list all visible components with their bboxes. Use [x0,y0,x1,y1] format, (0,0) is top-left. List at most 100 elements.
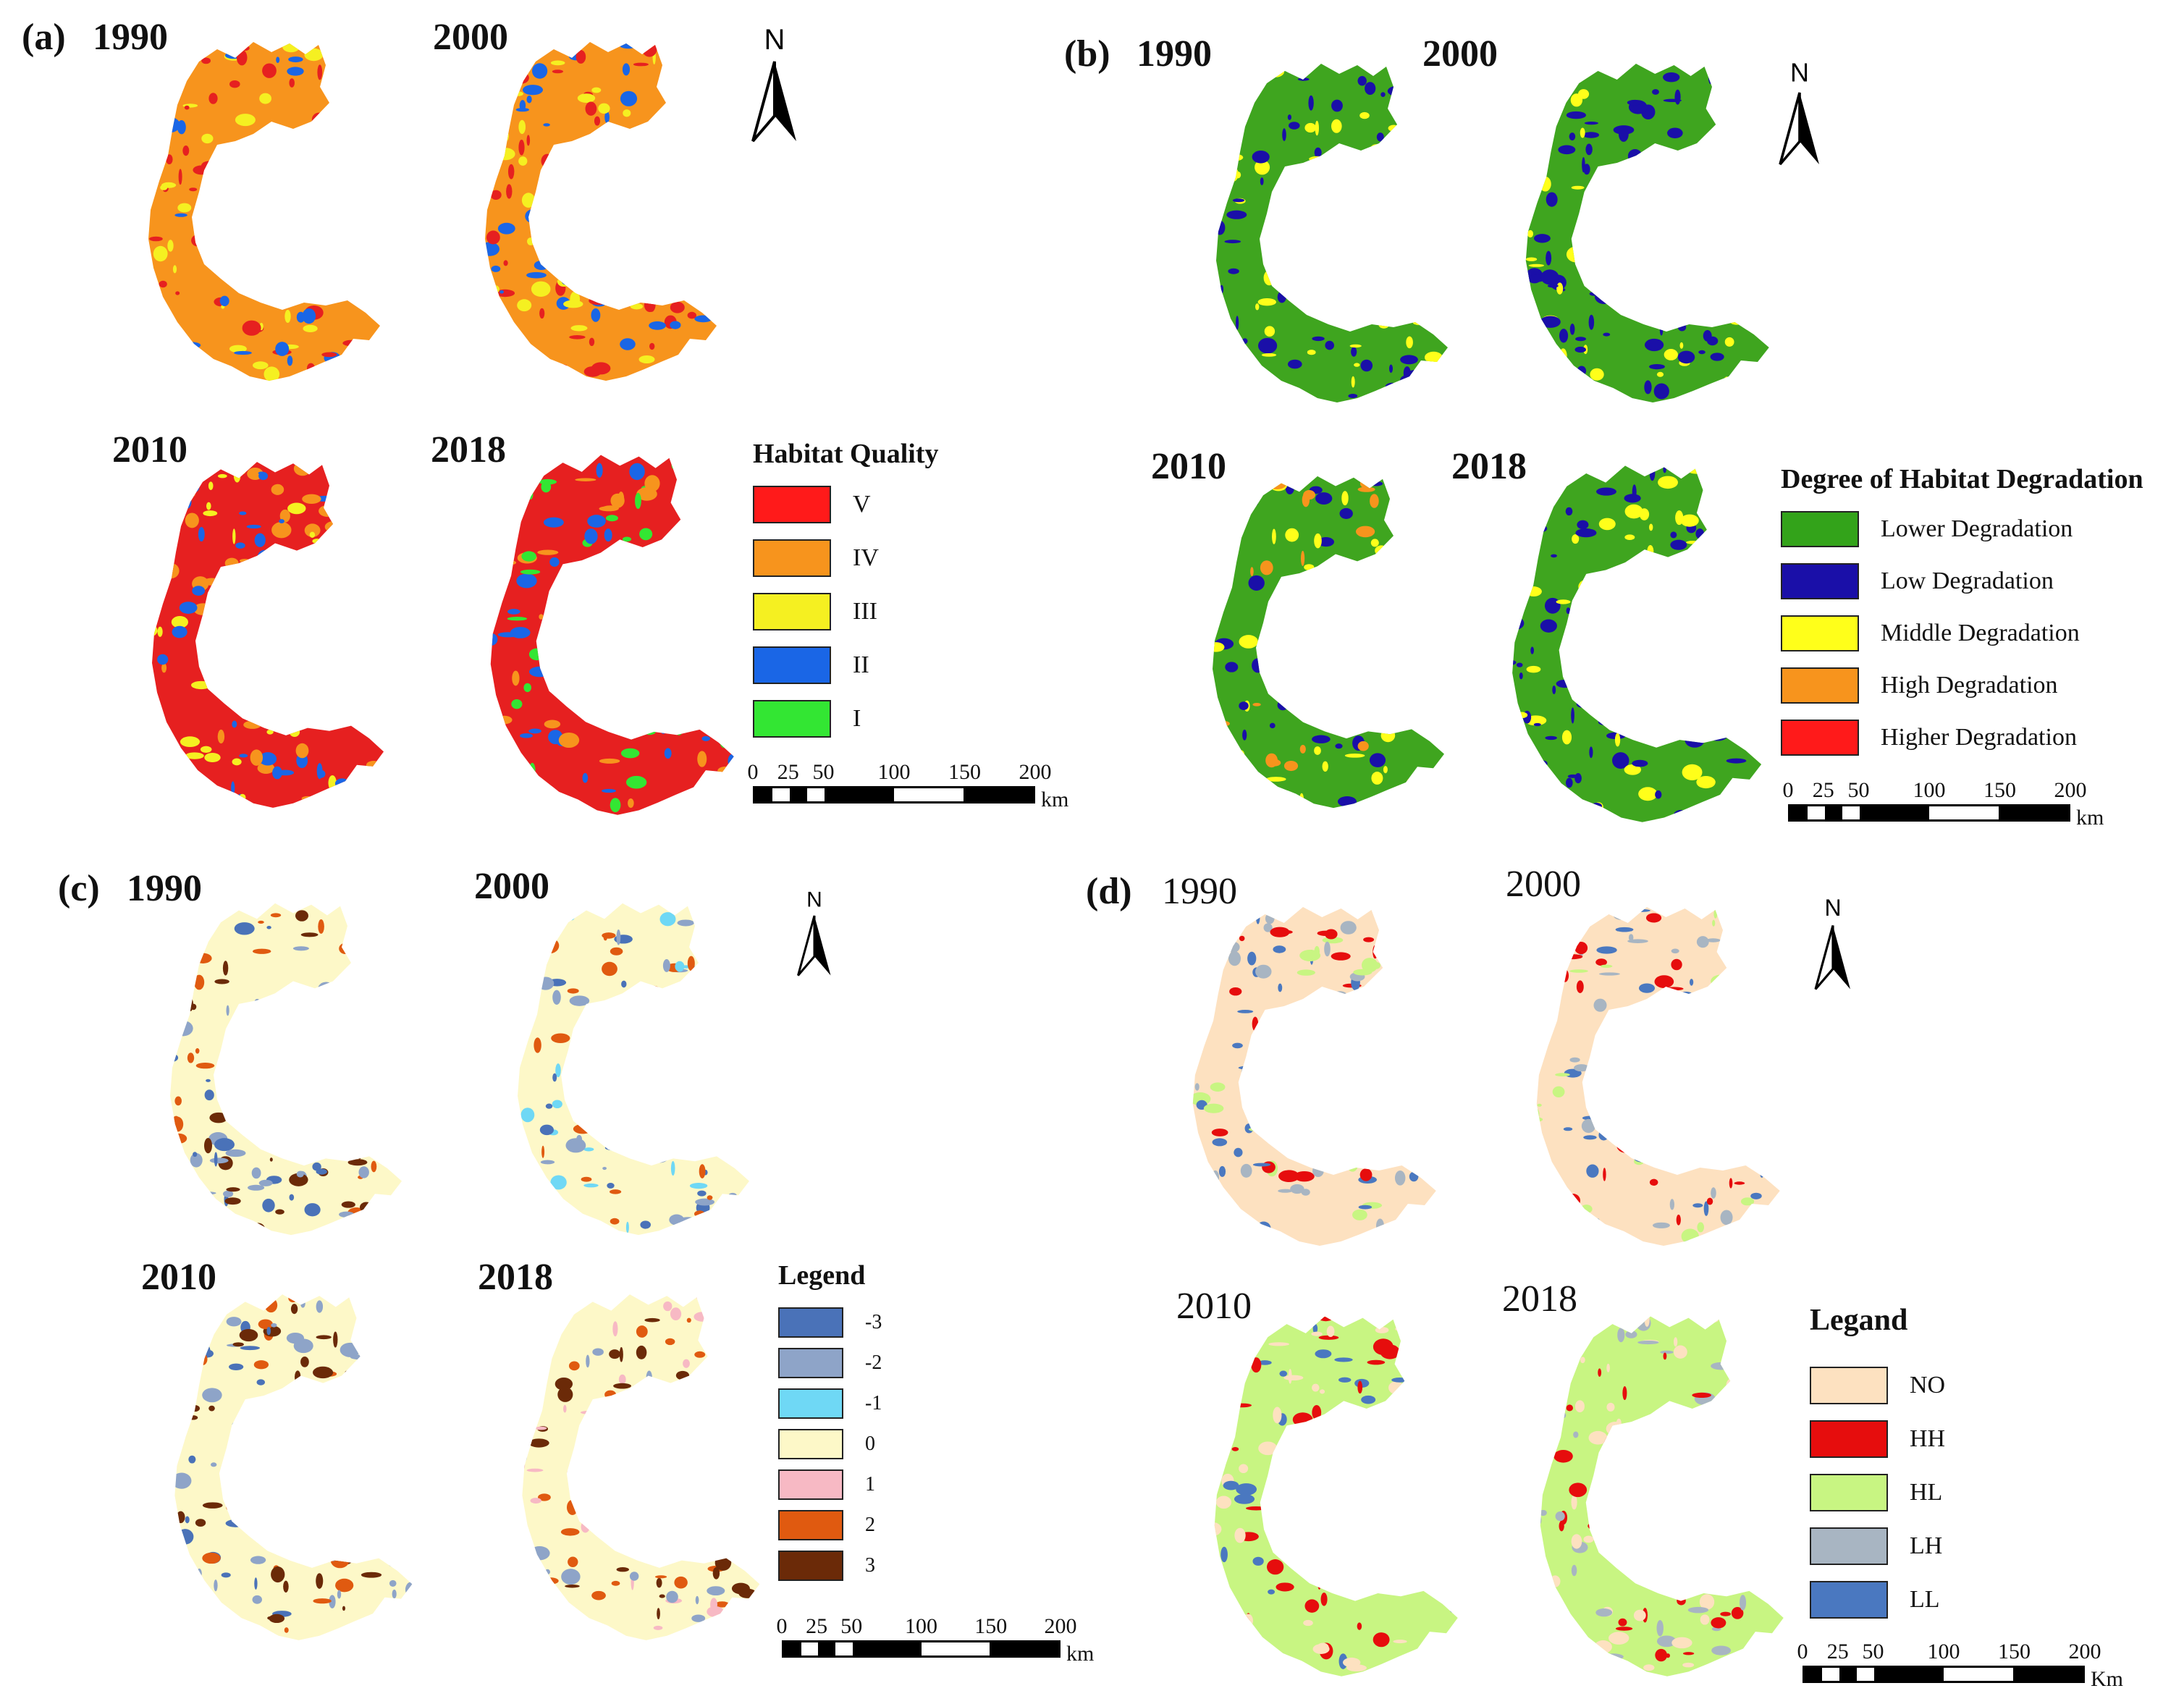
map-patch [663,114,678,125]
map-patch [549,1203,557,1207]
legend-items: Lower Degradation Low Degradation Middle D… [1781,511,2143,756]
map-patch [1594,289,1614,305]
map-patch [239,511,247,515]
map-patch [229,80,240,88]
map-patch [1268,479,1286,490]
map-patch [1341,608,1359,620]
map-patch [1689,291,1693,307]
map-patch [323,1451,335,1467]
map-patch [1194,1475,1213,1479]
map-patch [1258,337,1278,354]
map-patch [296,199,301,212]
map-patch [649,342,655,350]
map-patch [508,164,515,180]
map-patch [1639,1494,1657,1505]
map-patch [1642,1058,1656,1067]
map-patch [289,727,300,738]
map-patch [314,1510,332,1514]
map-patch [1418,587,1427,594]
map-patch [304,48,324,62]
map-patch [236,657,252,666]
map-patch [289,1173,308,1186]
map-patch [1388,1571,1408,1579]
map-patch [1649,1178,1658,1186]
map-patch [1588,597,1592,611]
map-patch [491,285,499,294]
map-patch [1192,1182,1200,1192]
map-patch [347,1159,368,1166]
map-patch [1706,1197,1713,1205]
map-patch [226,1187,240,1192]
map-patch [219,364,224,376]
legend-items: -3 -2 -1 0 1 2 3 [778,1307,882,1581]
map-patch [250,1122,258,1135]
map-patch [1612,752,1629,769]
map-patch [311,112,326,127]
map-patch [326,1430,337,1448]
map-patch [646,1370,652,1385]
map-patch [259,93,271,104]
map-patch [1660,1350,1674,1354]
map-patch [1746,192,1755,198]
map-patch [686,615,691,624]
map-patch [1776,1472,1784,1489]
map-patch [1644,1316,1650,1327]
map-patch [1692,1467,1698,1477]
legend-label: V [853,491,871,518]
map-patch [485,263,489,278]
map-d-2010 [1173,1310,1477,1679]
map-patch [609,1096,626,1108]
map-patch [226,675,235,684]
map-patch [625,775,647,789]
map-patch [701,1000,722,1014]
svg-text:N: N [1824,895,1841,921]
map-patch [347,1545,356,1559]
map-patch [1584,693,1604,699]
map-patch [1747,117,1758,130]
map-patch [1748,640,1762,654]
map-patch [712,1566,720,1579]
map-patch [172,910,187,924]
map-patch [1257,1360,1272,1365]
map-patch [1763,1227,1772,1243]
map-patch [709,781,722,785]
map-patch [694,1351,706,1358]
map-patch [1386,148,1394,162]
map-patch [1669,1199,1675,1210]
legend-swatch [753,539,831,577]
map-patch [1252,1556,1264,1566]
map-patch [312,539,322,544]
map-patch [156,751,165,759]
map-patch [569,335,586,339]
map-patch [1574,346,1587,353]
map-patch [1401,551,1412,566]
map-patch [1345,1556,1363,1568]
map-patch [490,772,504,790]
map-patch [1606,1402,1615,1412]
map-patch [1572,472,1582,477]
map-patch [671,1010,683,1025]
map-patch [242,320,261,336]
map-patch [1399,1558,1412,1572]
map-patch [262,63,277,78]
map-patch [236,670,245,683]
map-patch [301,796,314,801]
map-patch [1213,557,1223,563]
map-patch [361,1517,371,1523]
map-patch [349,1494,357,1501]
map-patch [662,958,670,972]
map-patch [1606,1363,1610,1372]
map-patch [1539,760,1548,767]
map-patch [316,270,333,283]
map-patch [1231,145,1236,152]
map-patch [551,1033,570,1044]
map-patch [520,1108,535,1123]
map-patch [229,1625,243,1633]
map-patch [1755,1155,1762,1170]
map-patch [324,1071,341,1084]
map-patch [634,591,644,599]
map-patch [268,1422,282,1436]
map-patch [1678,1414,1690,1429]
map-patch [1412,664,1432,677]
map-patch [1600,964,1613,968]
